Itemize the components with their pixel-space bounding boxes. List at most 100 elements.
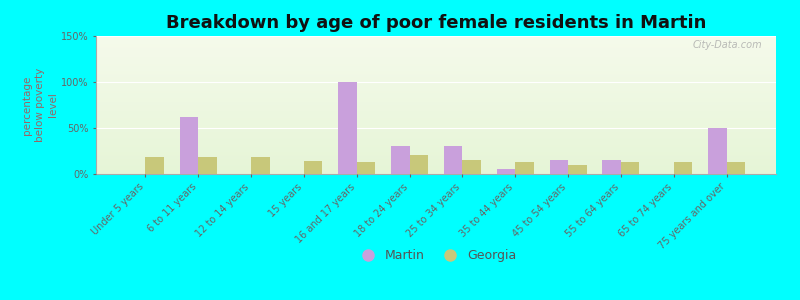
- Bar: [96, 76, 776, 77]
- Bar: [96, 59, 776, 60]
- Bar: [146, 158, 164, 174]
- Bar: [96, 42, 776, 43]
- Bar: [96, 91, 776, 92]
- Bar: [96, 169, 776, 170]
- Bar: [708, 128, 726, 174]
- Bar: [96, 121, 776, 122]
- Bar: [96, 164, 776, 165]
- Bar: [96, 172, 776, 173]
- Bar: [338, 82, 357, 174]
- Bar: [96, 61, 776, 62]
- Bar: [96, 171, 776, 172]
- Bar: [391, 146, 410, 174]
- Bar: [96, 110, 776, 111]
- Bar: [96, 135, 776, 136]
- Bar: [550, 160, 568, 174]
- Bar: [96, 122, 776, 123]
- Bar: [96, 96, 776, 97]
- Bar: [96, 153, 776, 154]
- Bar: [96, 125, 776, 126]
- Bar: [96, 158, 776, 159]
- Bar: [568, 165, 586, 174]
- Bar: [96, 150, 776, 151]
- Bar: [96, 45, 776, 46]
- Bar: [96, 146, 776, 147]
- Bar: [96, 51, 776, 52]
- Bar: [96, 141, 776, 142]
- Bar: [96, 147, 776, 148]
- Bar: [96, 152, 776, 153]
- Bar: [357, 162, 375, 174]
- Bar: [96, 149, 776, 150]
- Bar: [96, 157, 776, 158]
- Bar: [96, 100, 776, 101]
- Bar: [96, 82, 776, 83]
- Bar: [96, 137, 776, 138]
- Bar: [198, 158, 217, 174]
- Bar: [96, 170, 776, 171]
- Bar: [96, 148, 776, 149]
- Bar: [96, 49, 776, 50]
- Bar: [96, 87, 776, 88]
- Bar: [96, 90, 776, 91]
- Bar: [96, 101, 776, 102]
- Bar: [96, 84, 776, 85]
- Bar: [96, 88, 776, 89]
- Bar: [96, 118, 776, 119]
- Bar: [96, 160, 776, 161]
- Bar: [96, 81, 776, 82]
- Title: Breakdown by age of poor female residents in Martin: Breakdown by age of poor female resident…: [166, 14, 706, 32]
- Bar: [96, 39, 776, 40]
- Bar: [96, 111, 776, 112]
- Bar: [304, 161, 322, 174]
- Bar: [96, 79, 776, 80]
- Bar: [96, 129, 776, 130]
- Bar: [96, 52, 776, 53]
- Bar: [96, 36, 776, 37]
- Bar: [96, 41, 776, 42]
- Bar: [96, 107, 776, 108]
- Bar: [96, 142, 776, 143]
- Bar: [96, 123, 776, 124]
- Bar: [96, 117, 776, 118]
- Bar: [96, 67, 776, 68]
- Bar: [96, 112, 776, 113]
- Bar: [96, 71, 776, 72]
- Bar: [96, 126, 776, 127]
- Bar: [96, 38, 776, 39]
- Bar: [96, 73, 776, 74]
- Bar: [96, 166, 776, 167]
- Bar: [96, 133, 776, 134]
- Bar: [96, 162, 776, 163]
- Bar: [96, 156, 776, 157]
- Bar: [96, 120, 776, 121]
- Bar: [602, 160, 621, 174]
- Bar: [96, 54, 776, 55]
- Bar: [96, 70, 776, 71]
- Bar: [96, 130, 776, 131]
- Legend: Martin, Georgia: Martin, Georgia: [350, 244, 522, 267]
- Bar: [96, 72, 776, 73]
- Bar: [515, 162, 534, 174]
- Bar: [96, 163, 776, 164]
- Bar: [96, 55, 776, 56]
- Bar: [96, 136, 776, 137]
- Bar: [96, 155, 776, 156]
- Text: City-Data.com: City-Data.com: [693, 40, 762, 50]
- Bar: [726, 162, 745, 174]
- Bar: [96, 43, 776, 44]
- Bar: [96, 167, 776, 168]
- Bar: [96, 119, 776, 120]
- Bar: [96, 92, 776, 93]
- Bar: [96, 140, 776, 141]
- Bar: [96, 114, 776, 115]
- Bar: [96, 134, 776, 135]
- Bar: [96, 75, 776, 76]
- Bar: [96, 103, 776, 104]
- Bar: [96, 56, 776, 57]
- Bar: [96, 173, 776, 174]
- Bar: [96, 40, 776, 41]
- Bar: [96, 106, 776, 107]
- Bar: [96, 143, 776, 144]
- Bar: [251, 158, 270, 174]
